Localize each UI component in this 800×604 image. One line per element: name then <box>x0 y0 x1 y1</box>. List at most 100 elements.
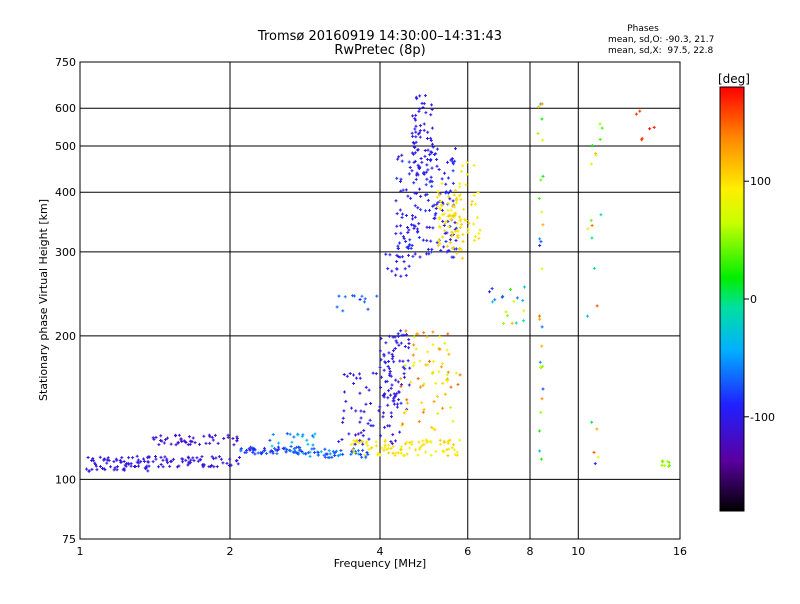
data-point <box>586 227 590 231</box>
data-point <box>416 148 420 152</box>
y-tick-label: 100 <box>55 473 76 486</box>
data-point <box>638 109 642 113</box>
data-point <box>595 427 599 431</box>
data-point <box>112 468 116 472</box>
data-point <box>422 122 426 126</box>
data-point <box>184 441 188 445</box>
data-point <box>409 380 413 384</box>
data-point <box>217 455 221 459</box>
data-point <box>429 453 433 457</box>
data-point <box>540 344 544 348</box>
data-point <box>424 183 428 187</box>
data-point <box>289 444 293 448</box>
data-point <box>455 201 459 205</box>
data-point <box>418 359 422 363</box>
data-point <box>406 230 410 234</box>
data-point <box>398 359 402 363</box>
data-point <box>395 253 399 257</box>
data-point <box>352 451 356 455</box>
data-point <box>430 108 434 112</box>
data-point <box>477 236 481 240</box>
data-point <box>391 433 395 437</box>
data-point <box>407 228 411 232</box>
phases-x-stats: mean, sd,X: 97.5, 22.8 <box>608 46 714 56</box>
data-point <box>421 105 425 109</box>
data-point <box>374 444 378 448</box>
data-point <box>410 214 414 218</box>
data-point <box>361 448 365 452</box>
data-point <box>435 204 439 208</box>
data-point <box>401 422 405 426</box>
data-point <box>454 371 458 375</box>
data-point <box>408 441 412 445</box>
data-point <box>522 285 526 289</box>
data-point <box>436 244 440 248</box>
data-point <box>540 325 544 329</box>
data-point <box>127 462 131 466</box>
data-point <box>116 465 120 469</box>
data-point <box>445 250 449 254</box>
data-point <box>430 142 434 146</box>
data-point <box>161 465 165 469</box>
data-point <box>422 128 426 132</box>
data-point <box>399 448 403 452</box>
data-point <box>162 441 166 445</box>
data-point <box>422 172 426 176</box>
data-point <box>472 222 476 226</box>
data-point <box>398 430 402 434</box>
data-point <box>461 239 465 243</box>
data-point <box>598 122 602 126</box>
data-point <box>426 157 430 161</box>
data-point <box>409 196 413 200</box>
data-point <box>434 450 438 454</box>
data-point <box>537 105 541 109</box>
data-point <box>418 187 422 191</box>
data-point <box>430 184 434 188</box>
data-point <box>478 228 482 232</box>
data-point <box>367 437 371 441</box>
data-point <box>387 451 391 455</box>
data-point <box>398 241 402 245</box>
data-point <box>448 438 452 442</box>
data-point <box>418 135 422 139</box>
data-point <box>352 439 356 443</box>
data-point <box>442 245 446 249</box>
data-point <box>404 273 408 277</box>
data-point <box>452 193 456 197</box>
data-point <box>146 469 150 473</box>
data-point <box>434 211 438 215</box>
data-point <box>389 446 393 450</box>
colorbar-tick-label: 0 <box>750 293 757 306</box>
data-point <box>228 457 232 461</box>
data-point <box>306 451 310 455</box>
data-point <box>336 454 340 458</box>
data-point <box>426 247 430 251</box>
x-tick-label: 2 <box>227 545 234 558</box>
data-point <box>444 219 448 223</box>
data-point <box>514 321 518 325</box>
data-point <box>424 438 428 442</box>
data-point <box>453 247 457 251</box>
data-point <box>439 199 443 203</box>
data-point <box>303 452 307 456</box>
data-point <box>429 250 433 254</box>
data-point <box>395 212 399 216</box>
x-tick-label: 4 <box>377 545 384 558</box>
data-point <box>407 383 411 387</box>
data-point <box>426 363 430 367</box>
data-point <box>416 206 420 210</box>
data-point <box>452 448 456 452</box>
data-point <box>396 380 400 384</box>
data-point <box>418 129 422 133</box>
data-point <box>394 451 398 455</box>
phases-title: Phases <box>627 24 659 34</box>
data-point <box>429 175 433 179</box>
data-point <box>425 252 429 256</box>
data-point <box>464 183 468 187</box>
data-point <box>442 450 446 454</box>
y-tick-label: 75 <box>62 533 76 546</box>
data-point <box>376 451 380 455</box>
data-point <box>448 189 452 193</box>
data-point <box>400 383 404 387</box>
data-point <box>235 439 239 443</box>
